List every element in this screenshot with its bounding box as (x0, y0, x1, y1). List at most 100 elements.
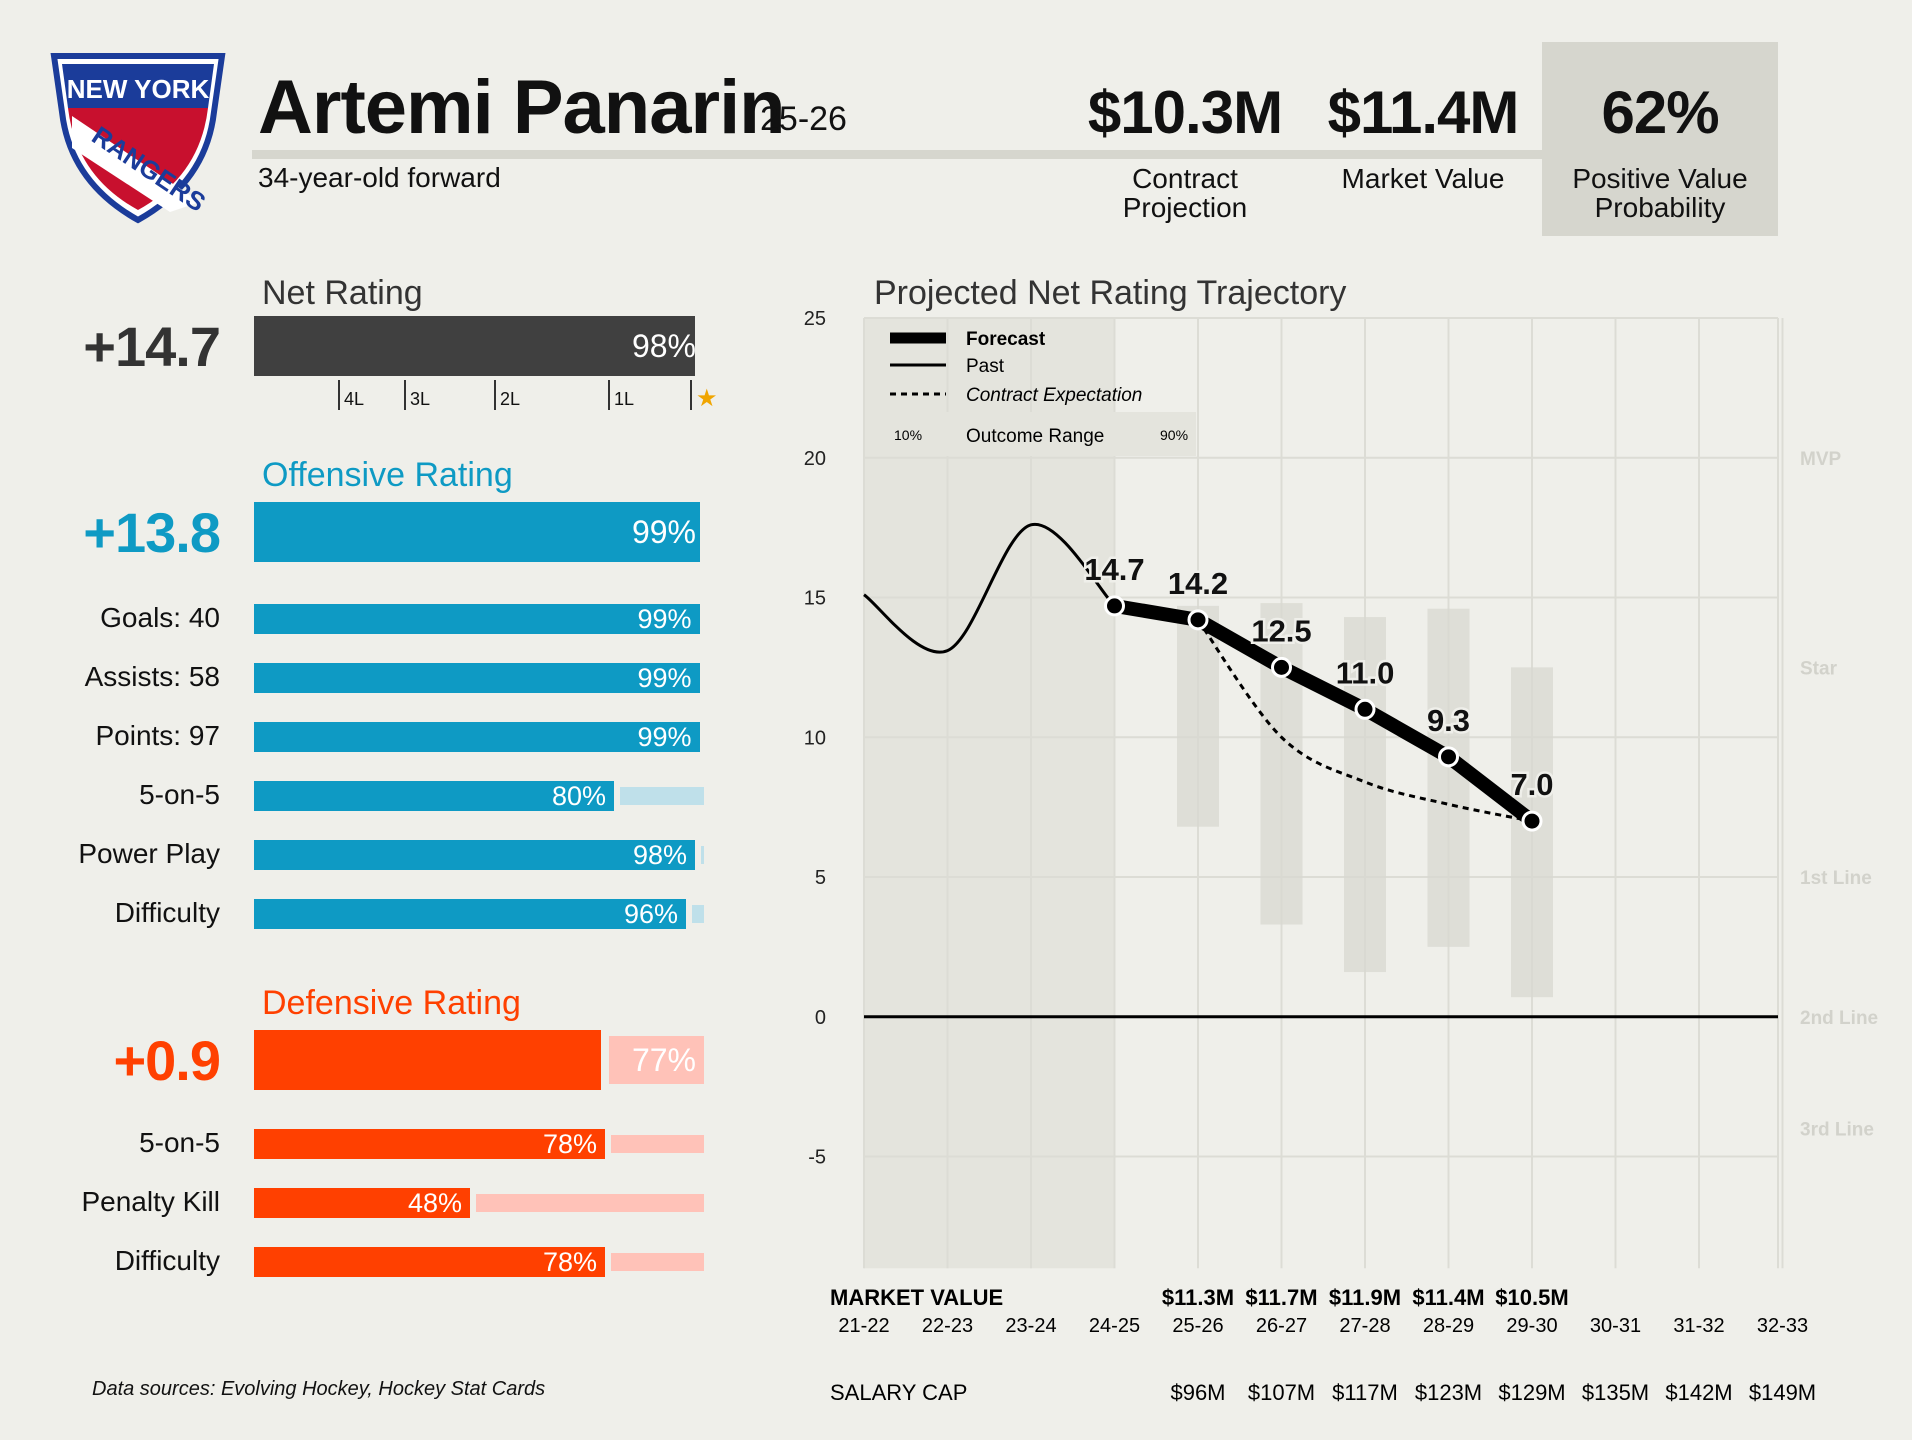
offensive-rating-bar: 99% (254, 502, 704, 562)
salary-cap-cell: $129M (1498, 1380, 1565, 1405)
forecast-point (1187, 609, 1209, 631)
legend-range-swatch (890, 412, 1196, 456)
defensive-row-pct: 78% (542, 1129, 597, 1159)
tier-tick-4l: 4L (338, 380, 364, 410)
net-rating-title: Net Rating (262, 274, 423, 312)
player-description: 34-year-old forward (258, 162, 501, 193)
offensive-row-pct: 96% (623, 899, 678, 929)
logo-text-top: NEW YORK (67, 74, 210, 104)
legend-forecast-label: Forecast (966, 329, 1046, 350)
contract-projection-label-1: Contract (1132, 163, 1238, 194)
data-sources-note: Data sources: Evolving Hockey, Hockey St… (92, 1378, 546, 1400)
tier-label: 3rd Line (1800, 1120, 1874, 1141)
contract-projection-value: $10.3M (1087, 79, 1283, 146)
offensive-row-pct: 98% (632, 840, 687, 870)
offensive-row-label: Points: 97 (95, 720, 220, 751)
outcome-range-bar (1427, 608, 1470, 947)
defensive-row-bar-track (611, 1253, 704, 1271)
x-tick-label: 25-26 (1172, 1315, 1223, 1337)
x-tick-label: 21-22 (838, 1315, 889, 1337)
forecast-point-label: 12.5 (1251, 613, 1311, 648)
net-rating-pct: 98% (631, 328, 696, 364)
x-tick-label: 24-25 (1089, 1315, 1140, 1337)
x-tick-label: 22-23 (922, 1315, 973, 1337)
forecast-point (1438, 746, 1459, 768)
market-value-cell: $11.9M (1329, 1285, 1401, 1310)
x-tick-label: 26-27 (1256, 1315, 1307, 1337)
defensive-rating-pct: 77% (631, 1042, 696, 1078)
forecast-point-label: 9.3 (1427, 703, 1470, 738)
defensive-rating-value: +0.9 (113, 1029, 221, 1092)
offensive-row-bar: 99% (254, 722, 700, 752)
positive-value-value: 62% (1601, 79, 1719, 146)
salary-cap-cell: $107M (1248, 1380, 1315, 1405)
salary-cap-row-label: SALARY CAP (830, 1380, 967, 1405)
forecast-point (1521, 810, 1543, 832)
chart-title: Projected Net Rating Trajectory (874, 274, 1347, 312)
offensive-row-bar: 98% (254, 840, 695, 870)
y-tick-label: 15 (804, 588, 826, 610)
x-tick-label: 30-31 (1590, 1315, 1641, 1337)
defensive-row-bar: 78% (254, 1129, 605, 1159)
market-value-row-label: MARKET VALUE (830, 1285, 1003, 1310)
forecast-point-label: 11.0 (1336, 655, 1395, 690)
salary-cap-cell: $123M (1415, 1380, 1482, 1405)
market-value-label: Market Value (1341, 163, 1505, 194)
positive-value-box (1542, 42, 1778, 236)
defensive-row-label: Difficulty (114, 1245, 220, 1276)
forecast-point-label: 7.0 (1510, 767, 1553, 802)
defensive-row-bar-track (476, 1194, 704, 1212)
forecast-series-line (1107, 598, 1539, 829)
outcome-range-bar (1344, 617, 1386, 973)
tier-tick-2l: 2L (494, 380, 520, 410)
defensive-row-bar: 48% (254, 1188, 470, 1218)
forecast-point (1354, 698, 1376, 720)
legend-range-label: Outcome Range (966, 426, 1104, 447)
defensive-row-pct: 48% (407, 1188, 462, 1218)
offensive-row-pct: 99% (637, 663, 692, 693)
offensive-rating-pct: 99% (631, 514, 696, 550)
tier-tick-1l: 1L (608, 380, 634, 410)
salary-cap-cell: $149M (1749, 1380, 1816, 1405)
salary-cap-cell: $117M (1332, 1380, 1398, 1405)
y-tick-label: 0 (815, 1007, 826, 1029)
tier-label: Star (1800, 658, 1838, 679)
y-tick-label: 20 (804, 448, 826, 470)
forecast-point-label: 14.7 (1084, 552, 1144, 587)
header-divider (252, 150, 1542, 159)
defensive-row-bar: 78% (254, 1247, 605, 1277)
defensive-row-label: 5-on-5 (139, 1127, 220, 1158)
offensive-row-bar-track (692, 905, 704, 923)
tier-label: 1st Line (1800, 868, 1872, 889)
team-logo: NEW YORK RANGERS (50, 53, 226, 224)
legend-range-high: 90% (1160, 427, 1188, 443)
x-tick-label: 23-24 (1005, 1315, 1056, 1337)
market-value-cell: $11.4M (1412, 1285, 1484, 1310)
forecast-point (1271, 656, 1292, 678)
y-tick-label: -5 (808, 1147, 826, 1169)
offensive-row-pct: 99% (637, 604, 692, 634)
offensive-row-label: 5-on-5 (139, 779, 220, 810)
past-seasons-shading (864, 318, 1115, 1269)
market-value-value: $11.4M (1327, 79, 1520, 146)
x-tick-label: 28-29 (1423, 1315, 1474, 1337)
offensive-row-bar: 99% (254, 663, 700, 693)
x-tick-label: 27-28 (1339, 1315, 1390, 1337)
offensive-row-label: Assists: 58 (84, 661, 220, 692)
tier-label: 2nd Line (1800, 1008, 1878, 1029)
forecast-point (1104, 595, 1125, 617)
defensive-rating-bar-track (608, 1036, 704, 1084)
contract-expectation-line (1196, 618, 1533, 823)
y-tick-label: 25 (804, 308, 826, 330)
past-series-line (863, 523, 1116, 654)
tier-label: MVP (1800, 449, 1842, 470)
defensive-row-bar-track (611, 1135, 704, 1153)
defensive-row-label: Penalty Kill (81, 1186, 220, 1217)
offensive-row-bar: 96% (254, 899, 686, 929)
net-rating-bar-fill (254, 316, 695, 376)
offensive-rating-value: +13.8 (83, 501, 221, 564)
legend-range-low: 10% (894, 427, 922, 443)
positive-value-label-1: Positive Value (1572, 163, 1748, 194)
net-rating-value: +14.7 (83, 315, 221, 378)
